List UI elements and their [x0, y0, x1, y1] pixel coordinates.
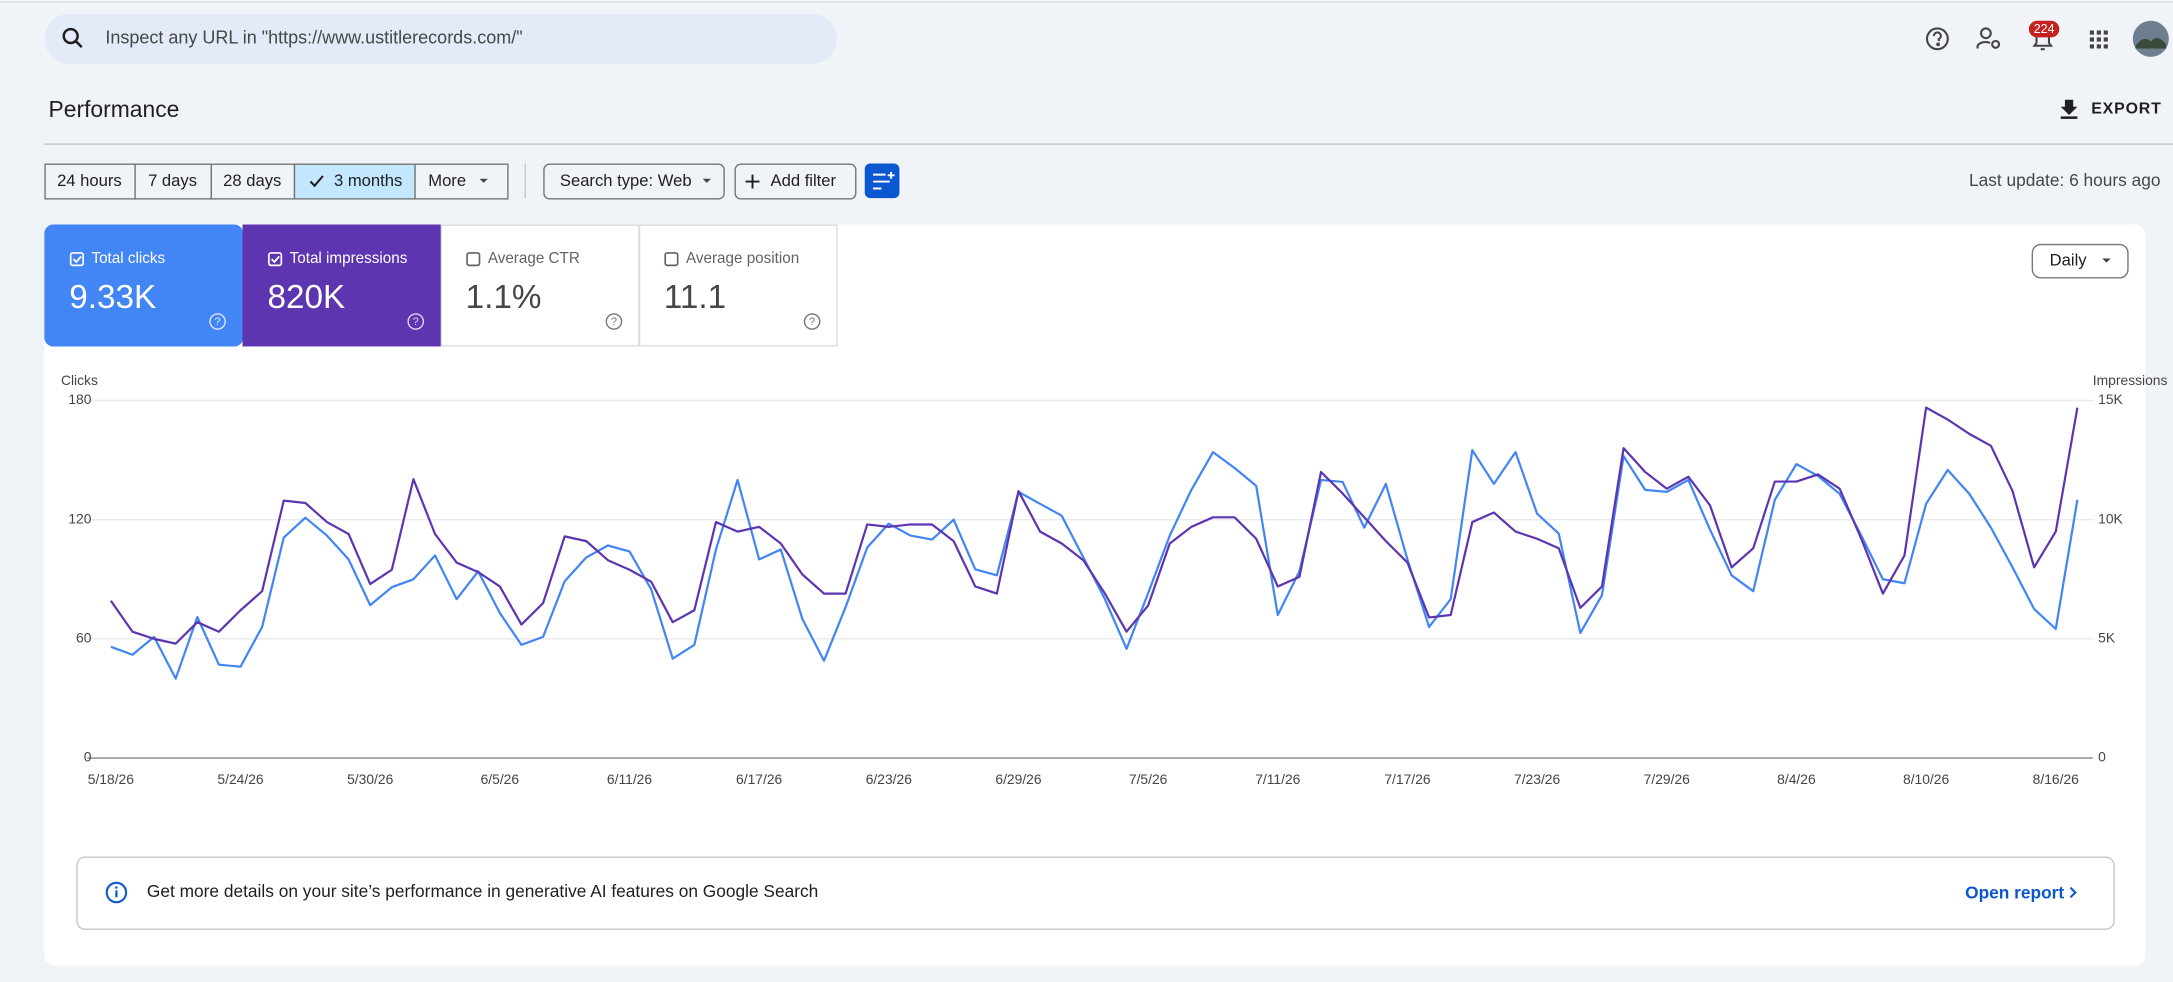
x-tick-label: 5/30/26	[347, 771, 393, 787]
info-icon	[105, 881, 128, 904]
dropdown-arrow	[2102, 258, 2111, 263]
y2-tick-label: 0	[2098, 749, 2106, 765]
x-tick-label: 6/23/26	[866, 771, 912, 787]
chart: Clicks Impressions 0 60 120 180 0 5K 10K 15K 5/18/…	[61, 372, 2168, 787]
range-button[interactable]	[414, 163, 509, 200]
metric-tile[interactable]	[440, 224, 640, 347]
ai-banner	[76, 856, 2115, 930]
page-title: Performance	[49, 96, 180, 122]
range-button[interactable]	[293, 163, 416, 200]
search-box[interactable]	[44, 13, 838, 64]
series-line	[109, 406, 2079, 645]
user-settings-icon[interactable]	[1976, 27, 2001, 49]
y-tick-label: 120	[68, 510, 91, 526]
metric-value: 820K	[267, 279, 345, 316]
metric-checkbox[interactable]	[268, 252, 283, 267]
axis-title: Impressions	[2093, 372, 2168, 388]
dropdown-arrow	[479, 178, 488, 183]
open-report-link[interactable]: Open report	[1965, 882, 2064, 902]
filter-settings-icon	[873, 171, 895, 190]
metric-value: 9.33K	[69, 279, 156, 316]
range-label: 3 months	[334, 171, 402, 190]
plus-icon	[745, 174, 760, 189]
metric-help-mark: ?	[214, 316, 220, 328]
search-placeholder: Inspect any URL in "https://www.ustitler…	[105, 28, 522, 48]
banner-text: Get more details on your site’s performa…	[147, 881, 818, 901]
metric-label: Average CTR	[488, 250, 580, 267]
x-tick-label: 7/17/26	[1384, 771, 1430, 787]
apps-icon[interactable]	[2089, 30, 2108, 49]
range-label: 24 hours	[57, 171, 122, 190]
x-tick-label: 5/18/26	[88, 771, 134, 787]
x-tick-label: 8/16/26	[2033, 771, 2079, 787]
help-icon[interactable]	[1925, 27, 1949, 51]
range-group: 24 hours 7 days 28 days 3 months More	[44, 163, 509, 200]
x-tick-label: 6/5/26	[481, 771, 520, 787]
x-tick-label: 8/4/26	[1777, 771, 1816, 787]
metric-help-mark: ?	[413, 316, 419, 328]
x-tick-label: 7/11/26	[1255, 771, 1300, 787]
range-label: More	[428, 171, 466, 190]
notification-count: 224	[2034, 22, 2055, 36]
x-tick-label: 7/29/26	[1644, 771, 1690, 787]
metric-help[interactable]	[407, 313, 425, 330]
x-tick-label: 6/29/26	[995, 771, 1041, 787]
export-button[interactable]: EXPORT	[2091, 101, 2161, 118]
x-tick-label: 8/10/26	[1903, 771, 1949, 787]
metric-help[interactable]	[605, 313, 623, 330]
y-tick-label: 0	[84, 749, 92, 765]
x-tick-label: 7/5/26	[1129, 771, 1168, 787]
add-filter-label: Add filter	[771, 171, 837, 190]
metric-help-mark: ?	[611, 316, 617, 328]
metric-label: Total impressions	[290, 250, 408, 267]
metric-tile[interactable]	[638, 224, 838, 347]
range-label: 28 days	[223, 171, 281, 190]
metric-tiles: Total clicks 9.33K? Total impressions 820K?…	[44, 224, 838, 347]
metric-help-mark: ?	[809, 316, 815, 328]
granularity-label: Daily	[2050, 251, 2088, 270]
avatar[interactable]	[2132, 20, 2169, 57]
metric-value: 11.1	[664, 279, 726, 316]
metric-checkbox[interactable]	[69, 252, 84, 267]
notification-badge	[2028, 20, 2060, 38]
range-label: 7 days	[148, 171, 197, 190]
metric-help[interactable]	[803, 313, 821, 330]
axis-title: Clicks	[61, 372, 98, 388]
x-tick-label: 6/11/26	[607, 771, 652, 787]
performance-card	[44, 224, 2146, 966]
avatar-detail	[2135, 38, 2167, 49]
metric-checkbox[interactable]	[664, 252, 679, 267]
x-tick-label: 7/23/26	[1514, 771, 1560, 787]
metric-label: Average position	[686, 250, 799, 267]
metric-checkbox[interactable]	[466, 252, 481, 267]
x-tick-label: 5/24/26	[217, 771, 263, 787]
last-update: Last update: 6 hours ago	[1969, 170, 2161, 190]
chevron	[2069, 886, 2077, 899]
y2-tick-label: 15K	[2098, 391, 2123, 407]
check-mark	[270, 255, 280, 264]
dropdown-arrow	[702, 178, 711, 183]
add-filter-button[interactable]	[734, 163, 857, 200]
metric-help[interactable]	[209, 313, 226, 330]
range-button[interactable]	[210, 163, 296, 200]
x-tick-label: 6/17/26	[736, 771, 782, 787]
search-type-button[interactable]	[543, 163, 725, 200]
check-mark	[72, 255, 82, 264]
y-tick-label: 180	[68, 391, 91, 407]
y2-tick-label: 10K	[2098, 510, 2123, 526]
range-button[interactable]	[44, 163, 136, 200]
search-type-label: Search type: Web	[560, 171, 692, 190]
check-icon	[309, 175, 324, 188]
metric-value: 1.1%	[466, 279, 542, 316]
y2-tick-label: 5K	[2098, 630, 2116, 646]
y-tick-label: 60	[76, 630, 92, 646]
search-icon	[62, 27, 83, 49]
metric-label: Total clicks	[91, 250, 165, 267]
granularity-button[interactable]	[2031, 243, 2129, 279]
